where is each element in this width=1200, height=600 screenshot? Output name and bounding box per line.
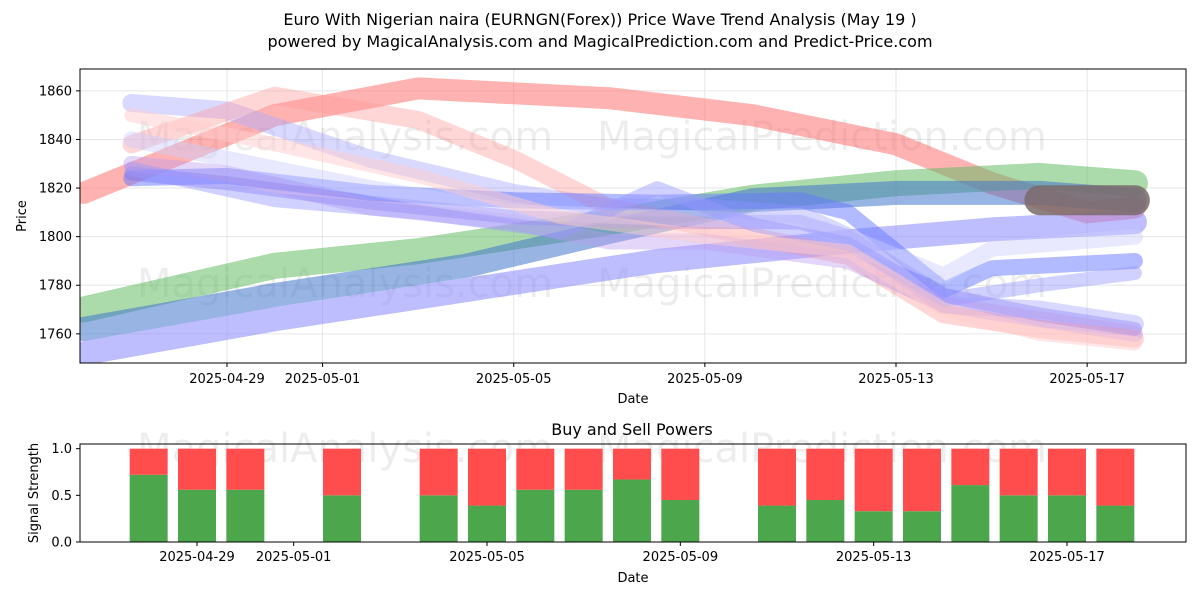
buy-sell-y-tick-label: 0.5 bbox=[51, 489, 72, 504]
sell-bar bbox=[613, 448, 651, 480]
price-y-axis-label: Price bbox=[15, 200, 30, 232]
buy-bar bbox=[419, 495, 458, 542]
price-y-tick-label: 1780 bbox=[39, 279, 72, 294]
figure-title: Euro With Nigerian naira (EURNGN(Forex))… bbox=[283, 10, 917, 29]
sell-bar bbox=[419, 448, 458, 496]
buy-bar bbox=[999, 495, 1038, 542]
buy-sell-y-tick-label: 1.0 bbox=[51, 442, 72, 457]
buy-bar bbox=[1048, 495, 1086, 542]
buy-bar bbox=[951, 485, 990, 542]
buy-sell-power-chart: Buy and Sell Powers MagicalAnalysis.comM… bbox=[27, 420, 1187, 586]
buy-bar bbox=[854, 511, 893, 542]
price-y-tick-label: 1820 bbox=[39, 182, 72, 197]
price-x-ticks: 2025-04-29 2025-05-01 2025-05-05 2025-05-09… bbox=[189, 363, 1125, 387]
sell-bar bbox=[661, 448, 700, 500]
sell-bar bbox=[178, 448, 216, 490]
price-plot-frame bbox=[79, 68, 1187, 364]
sell-bar bbox=[758, 448, 796, 506]
buy-sell-x-tick-label: 2025-05-05 bbox=[449, 550, 525, 565]
buy-sell-x-ticks: 2025-04-29 2025-05-01 2025-05-05 2025-05-09… bbox=[159, 542, 1105, 565]
buy-sell-x-tick-label: 2025-04-29 bbox=[159, 550, 235, 565]
buy-bar bbox=[468, 505, 506, 542]
price-y-tick-label: 1760 bbox=[39, 327, 72, 342]
buy-bar bbox=[564, 489, 603, 542]
price-x-tick-label: 2025-05-01 bbox=[285, 372, 361, 387]
price-wave-band bbox=[124, 108, 1142, 351]
buy-sell-bars bbox=[129, 448, 1135, 542]
sell-bar bbox=[323, 448, 361, 496]
sell-bar bbox=[468, 448, 506, 506]
sell-bar bbox=[951, 448, 990, 486]
buy-sell-y-tick-label: 0.0 bbox=[51, 536, 72, 551]
price-y-ticks: 1760 1780 1800 1820 1840 1860 bbox=[39, 84, 80, 342]
buy-bar bbox=[903, 511, 941, 542]
sell-bar bbox=[903, 448, 941, 512]
price-x-tick-label: 2025-04-29 bbox=[189, 372, 265, 387]
buy-sell-title: Buy and Sell Powers bbox=[551, 420, 713, 439]
buy-bar bbox=[178, 489, 216, 542]
price-wave-band bbox=[123, 131, 1143, 284]
buy-sell-y-ticks: 0.0 0.5 1.0 bbox=[51, 442, 80, 551]
buy-sell-x-axis-label: Date bbox=[617, 571, 648, 586]
buy-bar bbox=[1096, 505, 1135, 542]
buy-sell-x-tick-label: 2025-05-09 bbox=[643, 550, 719, 565]
sell-bar bbox=[1096, 448, 1135, 506]
sell-bar bbox=[806, 448, 845, 500]
buy-sell-x-tick-label: 2025-05-17 bbox=[1029, 550, 1105, 565]
buy-sell-x-tick-label: 2025-05-13 bbox=[836, 550, 912, 565]
sell-bar bbox=[1048, 448, 1086, 496]
price-wave-band bbox=[80, 210, 1147, 363]
price-y-tick-label: 1840 bbox=[39, 133, 72, 148]
buy-bar bbox=[129, 474, 168, 542]
price-x-tick-label: 2025-05-09 bbox=[667, 372, 743, 387]
price-wave-band bbox=[124, 161, 1142, 307]
sell-bar bbox=[516, 448, 555, 490]
price-y-tick-label: 1800 bbox=[39, 230, 72, 245]
buy-bar bbox=[758, 505, 796, 542]
sell-bar bbox=[226, 448, 265, 490]
price-x-tick-label: 2025-05-05 bbox=[476, 372, 552, 387]
price-x-tick-label: 2025-05-17 bbox=[1049, 372, 1125, 387]
price-wave-band bbox=[123, 167, 1143, 299]
sell-bar bbox=[564, 448, 603, 490]
price-x-axis-label: Date bbox=[617, 392, 648, 407]
price-wave-band bbox=[123, 155, 1143, 342]
sell-bar bbox=[854, 448, 893, 512]
buy-sell-y-axis-label: Signal Strength bbox=[27, 443, 42, 543]
buy-bar bbox=[516, 489, 555, 542]
buy-bar bbox=[806, 500, 845, 542]
buy-sell-x-tick-label: 2025-05-01 bbox=[256, 550, 332, 565]
price-x-tick-label: 2025-05-13 bbox=[858, 372, 934, 387]
sell-bar bbox=[129, 448, 168, 475]
buy-bar bbox=[226, 489, 265, 542]
buy-bar bbox=[661, 500, 700, 542]
price-y-tick-label: 1860 bbox=[39, 84, 72, 99]
sell-bar bbox=[999, 448, 1038, 496]
price-wave-band bbox=[80, 180, 1147, 341]
price-wave-band bbox=[124, 166, 1142, 336]
price-wave-chart: MagicalAnalysis.com MagicalPrediction.com… bbox=[15, 68, 1187, 407]
buy-bar bbox=[323, 495, 361, 542]
buy-bar bbox=[613, 479, 651, 542]
price-series bbox=[80, 77, 1150, 363]
figure-subtitle: powered by MagicalAnalysis.com and Magic… bbox=[267, 32, 933, 51]
buy-sell-plot-frame bbox=[79, 443, 1187, 543]
